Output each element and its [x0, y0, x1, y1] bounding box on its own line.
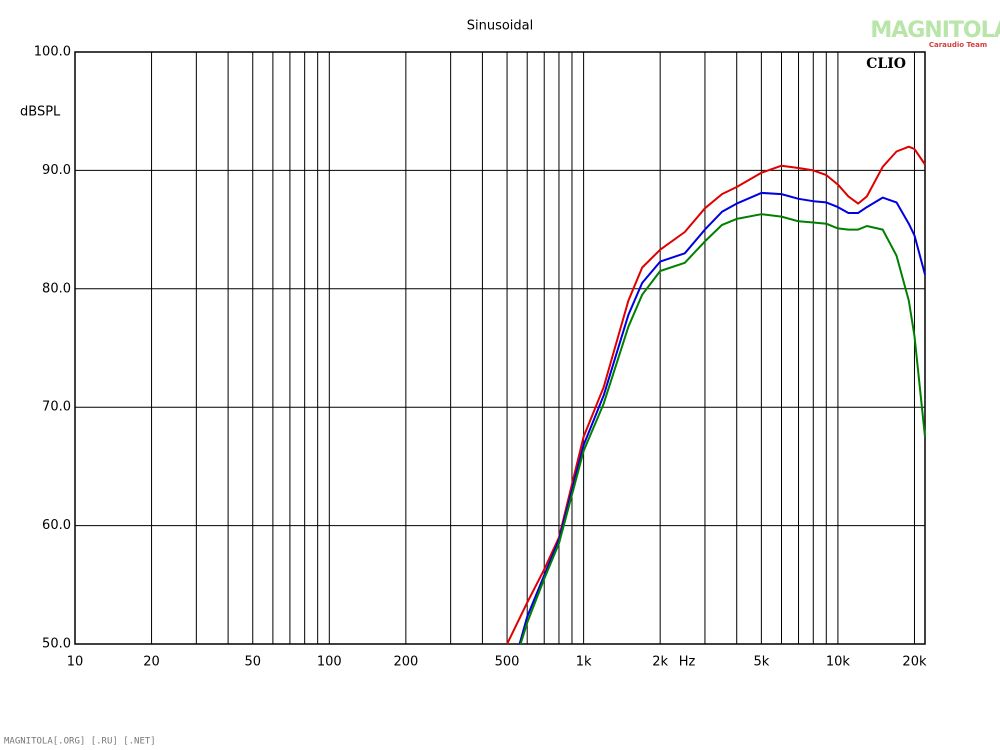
- plot-frame: [74, 51, 926, 645]
- watermark: MAGNITOLA: [870, 18, 1000, 43]
- x-tick-label: 5k: [753, 655, 769, 670]
- x-tick-label: 10: [67, 655, 84, 670]
- y-tick-label: 100.0: [34, 45, 71, 60]
- series-line: [519, 213, 926, 645]
- series-line: [518, 191, 926, 645]
- y-tick-label: 90.0: [42, 163, 71, 178]
- x-tick-label: 20: [143, 655, 160, 670]
- y-axis-label: dBSPL: [20, 105, 61, 120]
- y-tick-label: 60.0: [42, 518, 71, 533]
- x-tick-label: 2k: [652, 655, 668, 670]
- x-tick-label: 100: [317, 655, 342, 670]
- footer: MAGNITOLA[.ORG] [.RU] [.NET]: [4, 737, 156, 747]
- x-tick-label: 200: [393, 655, 418, 670]
- x-axis-label: Hz: [679, 655, 696, 670]
- chart-title: Sinusoidal: [467, 19, 534, 34]
- x-tick-label: 10k: [826, 655, 851, 670]
- x-tick-label: 1k: [576, 655, 592, 670]
- x-tick-label: 500: [495, 655, 520, 670]
- x-tick-label: 20k: [902, 655, 927, 670]
- series-line: [506, 145, 926, 645]
- y-tick-label: 50.0: [42, 637, 71, 652]
- brand: CLIO: [866, 56, 906, 72]
- x-tick-label: 50: [244, 655, 261, 670]
- y-tick-label: 70.0: [42, 400, 71, 415]
- y-tick-label: 80.0: [42, 281, 71, 296]
- watermark-sub: Caraudio Team: [929, 41, 987, 49]
